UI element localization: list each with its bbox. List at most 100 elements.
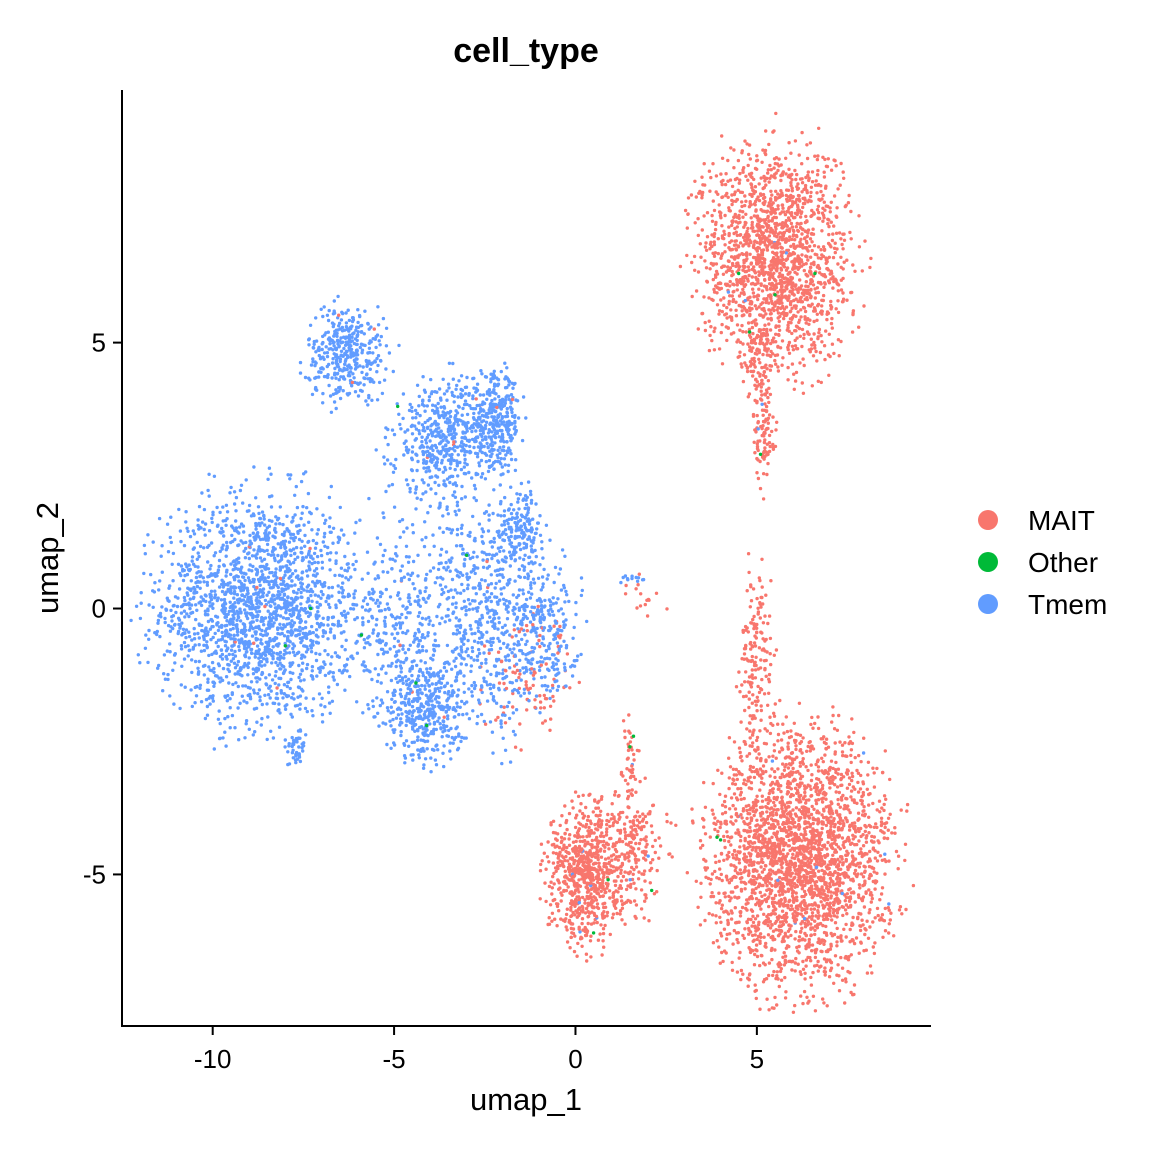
point-tmem [382,378,387,382]
point-tmem [143,646,148,650]
point-mait [764,363,768,367]
point-mait [760,160,764,164]
point-mait [753,341,758,346]
point-tmem [440,587,444,592]
point-mait [833,954,838,958]
point-tmem [544,523,549,527]
point-tmem [472,483,477,488]
point-tmem [498,549,502,554]
point-mait [558,886,562,890]
point-mait [616,858,620,862]
point-tmem [460,531,464,536]
point-mait [621,719,626,723]
point-mait [713,326,717,330]
point-tmem [311,573,316,577]
point-tmem [468,530,472,535]
point-mait [721,959,725,964]
point-tmem [482,409,486,413]
point-mait [863,823,867,828]
point-tmem [315,621,320,626]
point-tmem [272,556,277,560]
point-tmem [488,686,493,691]
point-mait [830,918,834,922]
point-tmem [367,346,372,350]
point-tmem [423,520,427,524]
point-tmem [468,444,472,449]
point-tmem [531,577,536,581]
point-tmem [484,459,488,464]
point-mait [761,771,765,776]
point-tmem [185,612,189,616]
point-mait [849,237,853,241]
point-mait [727,206,731,210]
point-tmem [408,643,412,647]
point-mait [784,156,788,160]
point-mait [800,344,804,349]
point-tmem [526,480,531,484]
point-mait [776,311,781,315]
point-tmem [411,582,415,586]
point-mait [781,206,785,210]
point-mait [743,203,747,208]
point-tmem [506,521,510,526]
point-tmem [147,628,151,633]
point-mait [747,690,751,694]
point-tmem [444,585,448,589]
point-tmem [427,718,431,722]
point-mait [816,154,820,158]
point-mait [876,913,880,918]
point-mait [802,332,806,337]
point-tmem [530,592,534,596]
point-tmem [508,405,513,409]
point-tmem [497,435,501,439]
point-mait [847,899,852,903]
point-mait [587,825,591,830]
point-mait [538,694,542,698]
point-mait [803,183,808,188]
point-tmem [188,597,192,601]
point-mait [703,805,708,809]
point-mait [511,670,515,674]
point-mait [748,345,752,349]
point-mait [703,328,708,333]
point-mait [802,306,807,310]
point-tmem [514,458,518,462]
point-tmem [460,523,464,527]
point-tmem [310,624,314,629]
point-tmem [312,569,317,573]
point-tmem [280,587,284,591]
point-mait [755,233,759,237]
point-mait [567,918,572,923]
point-tmem [174,610,178,615]
point-tmem [301,749,305,753]
point-tmem [470,437,475,442]
point-mait [714,914,718,918]
point-mait [741,972,745,976]
point-tmem [304,696,308,700]
point-tmem [177,618,182,622]
point-mait [809,722,813,727]
point-mait [845,786,850,790]
point-mait [653,838,657,843]
point-tmem [509,511,514,516]
point-mait [618,831,622,835]
point-mait [722,927,727,931]
point-mait [802,187,806,192]
point-tmem [169,608,173,613]
point-mait [760,794,764,798]
point-mait [740,759,744,763]
point-tmem [387,607,391,612]
point-tmem [516,416,521,420]
point-mait [843,899,847,903]
point-mait [607,847,611,851]
point-tmem [460,484,464,489]
point-mait [767,1008,771,1012]
point-tmem [238,701,242,705]
point-tmem [309,587,313,592]
point-tmem [380,647,385,652]
point-tmem [429,377,433,382]
point-tmem [390,482,395,487]
point-tmem [410,445,415,449]
point-mait [764,312,768,316]
point-tmem [382,455,386,459]
